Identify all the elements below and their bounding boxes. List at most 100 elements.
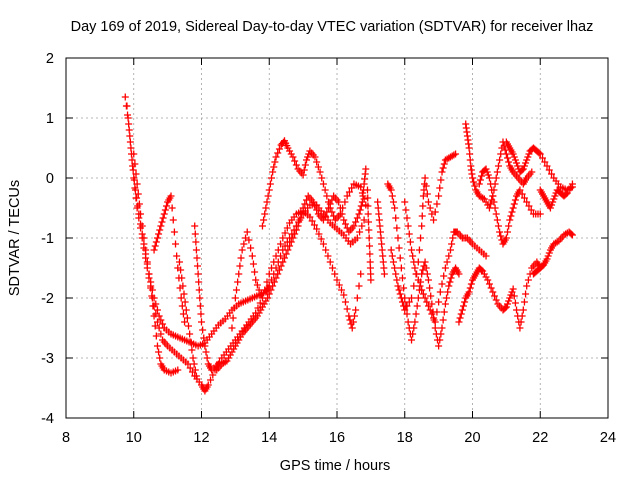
- data-point-marker: [513, 159, 521, 167]
- data-point-marker: [152, 238, 160, 246]
- data-point-marker: [130, 174, 138, 182]
- data-point-marker: [181, 318, 189, 326]
- data-point-marker: [366, 258, 374, 266]
- data-point-marker: [189, 354, 197, 362]
- data-point-marker: [299, 171, 307, 179]
- data-point-marker: [270, 258, 278, 266]
- data-point-marker: [256, 299, 264, 307]
- data-point-marker: [441, 264, 449, 272]
- data-point-marker: [313, 158, 321, 166]
- data-point-marker: [535, 149, 543, 157]
- data-point-marker: [201, 342, 209, 350]
- data-point-marker: [408, 336, 416, 344]
- data-point-marker: [364, 194, 372, 202]
- data-point-marker: [466, 284, 474, 292]
- data-point-marker: [504, 228, 512, 236]
- data-point-marker: [428, 310, 436, 318]
- data-point-marker: [510, 292, 518, 300]
- data-point-marker: [440, 272, 448, 280]
- data-point-marker: [209, 371, 217, 379]
- data-point-marker: [336, 204, 344, 212]
- data-point-marker: [331, 270, 339, 278]
- data-point-marker: [490, 198, 498, 206]
- data-point-marker: [567, 230, 575, 238]
- data-point-marker: [152, 332, 160, 340]
- data-point-marker: [286, 242, 294, 250]
- y-tick-label: 0: [46, 171, 54, 187]
- data-point-marker: [491, 204, 499, 212]
- data-point-marker: [348, 184, 356, 192]
- data-point-marker: [418, 222, 426, 230]
- data-point-marker: [406, 238, 414, 246]
- data-point-marker: [340, 291, 348, 299]
- data-point-marker: [484, 171, 492, 179]
- data-point-marker: [187, 338, 195, 346]
- data-point-marker: [193, 254, 201, 262]
- x-tick-label: 14: [261, 430, 277, 446]
- data-point-marker: [353, 234, 361, 242]
- data-point-marker: [366, 264, 374, 272]
- data-point-marker: [379, 252, 387, 260]
- data-point-marker: [513, 306, 521, 314]
- data-point-marker: [449, 234, 457, 242]
- data-point-marker: [345, 188, 353, 196]
- data-point-marker: [143, 258, 151, 266]
- data-point-marker: [341, 298, 349, 306]
- data-point-marker: [134, 190, 142, 198]
- data-point-marker: [379, 258, 387, 266]
- data-point-marker: [568, 231, 576, 239]
- data-point-marker: [297, 210, 305, 218]
- data-point-marker: [296, 216, 304, 224]
- x-tick-label: 20: [464, 430, 480, 446]
- data-point-marker: [489, 288, 497, 296]
- data-point-marker: [520, 162, 528, 170]
- data-point-marker: [132, 170, 140, 178]
- data-point-marker: [345, 228, 353, 236]
- data-point-marker: [525, 150, 533, 158]
- data-point-marker: [436, 336, 444, 344]
- data-point-marker: [360, 216, 368, 224]
- data-point-marker: [423, 190, 431, 198]
- data-point-marker: [147, 282, 155, 290]
- data-point-marker: [326, 258, 334, 266]
- data-point-marker: [204, 381, 212, 389]
- data-point-marker: [445, 252, 453, 260]
- data-point-marker: [252, 276, 260, 284]
- data-point-marker: [366, 242, 374, 250]
- data-point-marker: [188, 346, 196, 354]
- data-point-marker: [414, 276, 422, 284]
- data-point-marker: [275, 266, 283, 274]
- data-point-marker: [268, 264, 276, 272]
- data-point-marker: [313, 225, 321, 233]
- data-point-marker: [133, 204, 141, 212]
- data-point-marker: [391, 264, 399, 272]
- data-point-marker: [357, 202, 365, 210]
- data-point-marker: [522, 159, 530, 167]
- data-point-marker: [487, 284, 495, 292]
- data-point-marker: [466, 156, 474, 164]
- data-point-marker: [421, 174, 429, 182]
- data-point-marker: [289, 153, 297, 161]
- data-point-marker: [272, 252, 280, 260]
- data-point-marker: [469, 174, 476, 182]
- data-point-marker: [349, 318, 357, 326]
- data-point-marker: [431, 324, 439, 332]
- data-point-marker: [255, 286, 263, 294]
- data-point-marker: [142, 246, 150, 254]
- data-point-marker: [301, 161, 309, 169]
- data-point-marker: [528, 168, 536, 176]
- data-point-marker: [319, 240, 327, 248]
- data-point-marker: [541, 158, 549, 166]
- data-point-marker: [397, 294, 405, 302]
- data-point-marker: [314, 163, 322, 171]
- data-point-marker: [424, 198, 432, 206]
- data-point-marker: [233, 286, 241, 294]
- data-point-marker: [416, 282, 424, 290]
- data-point-marker: [160, 210, 168, 218]
- data-point-marker: [545, 249, 553, 257]
- data-point-marker: [439, 164, 447, 172]
- chart-title: Day 169 of 2019, Sidereal Day-to-day VTE…: [71, 19, 594, 35]
- data-point-marker: [195, 278, 203, 286]
- data-point-marker: [539, 154, 547, 162]
